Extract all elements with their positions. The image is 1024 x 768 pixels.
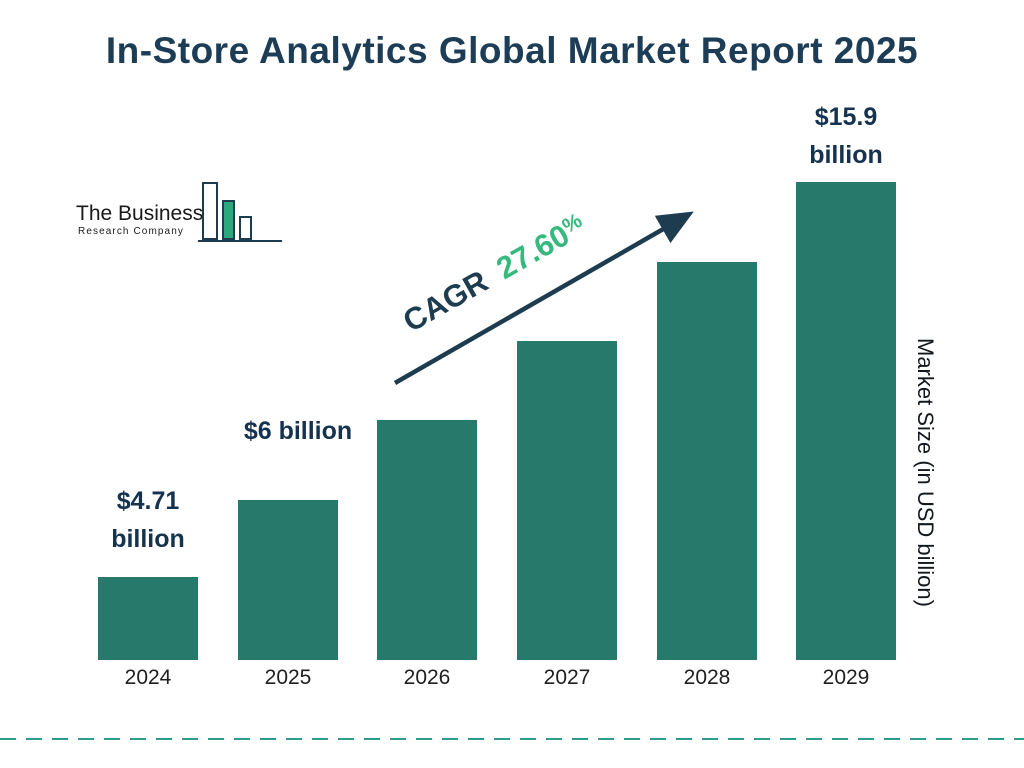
bar-2024	[98, 577, 198, 660]
x-tick-2029: 2029	[822, 666, 870, 689]
y-axis-label: Market Size (in USD billion)	[913, 338, 938, 607]
bar-2026	[377, 420, 477, 660]
value-label-2024-line2: billion	[111, 525, 185, 553]
value-label-2024: $4.71 billion	[58, 482, 238, 558]
value-label-2029-line2: billion	[809, 141, 883, 169]
bar-2028	[657, 262, 757, 660]
value-label-2024-line1: $4.71	[116, 487, 180, 515]
logo-bar-outline-tall	[202, 182, 218, 240]
value-label-2025: $6 billion	[208, 412, 388, 450]
logo-bar-outline-short	[239, 216, 252, 240]
chart-title: In-Store Analytics Global Market Report …	[105, 30, 919, 71]
x-tick-2024: 2024	[124, 666, 172, 689]
bottom-dashed-divider	[0, 738, 1024, 740]
value-label-2025-line1: $6 billion	[243, 417, 353, 445]
bar-2027	[517, 341, 617, 660]
x-tick-2027: 2027	[543, 666, 591, 689]
value-label-2029-line1: $15.9	[814, 103, 878, 131]
cagr-trend-arrow	[393, 211, 694, 385]
logo-text-line2: Research Company	[78, 226, 184, 237]
bar-2025	[238, 500, 338, 660]
x-tick-2026: 2026	[403, 666, 451, 689]
x-tick-2025: 2025	[264, 666, 312, 689]
value-label-2029: $15.9 billion	[756, 98, 936, 174]
logo-bar-chart-icon	[198, 178, 282, 242]
company-logo: The Business Research Company	[76, 178, 286, 246]
logo-bar-filled-green	[222, 200, 235, 240]
logo-text-line1: The Business	[76, 202, 204, 225]
bar-2029	[796, 182, 896, 660]
x-tick-2028: 2028	[683, 666, 731, 689]
